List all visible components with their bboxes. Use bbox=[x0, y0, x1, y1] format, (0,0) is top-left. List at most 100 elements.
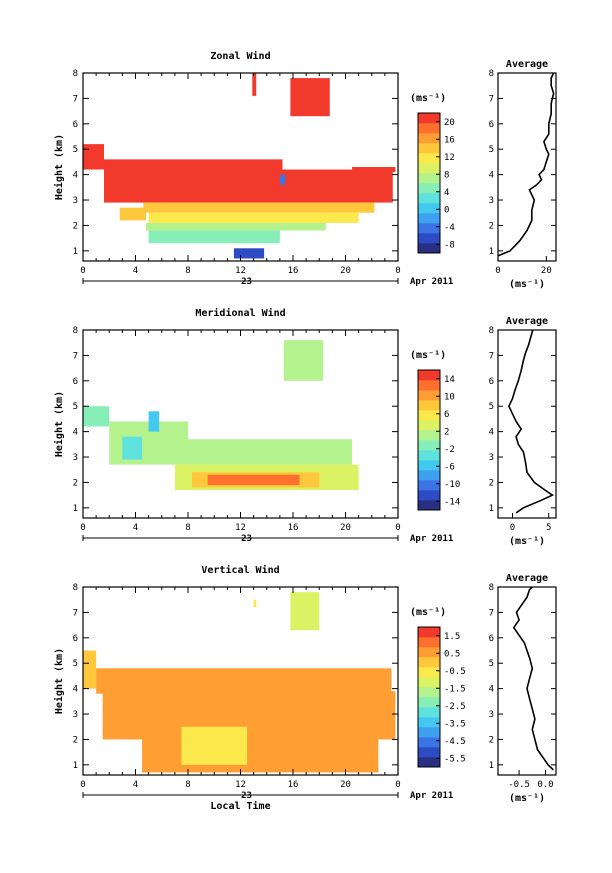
colorbar-swatch bbox=[418, 637, 440, 648]
average-title: Average bbox=[506, 316, 548, 327]
heatmap-cell bbox=[352, 167, 396, 173]
average-y-tick-label: 1 bbox=[489, 761, 494, 771]
average-frame bbox=[497, 72, 557, 262]
average-title: Average bbox=[506, 573, 548, 584]
average-y-tick-label: 5 bbox=[489, 145, 494, 155]
colorbar-swatch bbox=[418, 500, 440, 511]
y-tick-label: 1 bbox=[73, 504, 78, 514]
y-tick-label: 2 bbox=[73, 221, 78, 231]
colorbar-tick-label: -3.5 bbox=[444, 719, 466, 729]
colorbar-swatch bbox=[418, 737, 440, 748]
colorbar-tick-label: -2 bbox=[444, 445, 455, 455]
heatmap-cell bbox=[332, 749, 366, 770]
x-tick-label: 8 bbox=[185, 780, 190, 790]
average-unit-label: (ms⁻¹) bbox=[509, 793, 545, 804]
colorbar-swatch bbox=[418, 143, 440, 154]
y-tick-label: 7 bbox=[73, 608, 78, 618]
average-y-tick-label: 8 bbox=[489, 583, 494, 593]
colorbar-swatch bbox=[418, 370, 440, 381]
average-x-tick-label: -0.5 bbox=[508, 780, 530, 790]
average-y-tick-label: 3 bbox=[489, 710, 494, 720]
colorbar-swatch bbox=[418, 380, 440, 391]
heatmap-cell bbox=[146, 222, 326, 231]
y-tick-label: 4 bbox=[73, 685, 78, 695]
y-tick-label: 6 bbox=[73, 634, 78, 644]
heatmap-cell bbox=[104, 159, 283, 203]
colorbar-unit: (ms⁻¹) bbox=[410, 607, 446, 618]
average-unit-label: (ms⁻¹) bbox=[509, 536, 545, 547]
colorbar-tick-label: 2 bbox=[444, 427, 449, 437]
colorbar-swatch bbox=[418, 687, 440, 698]
colorbar-unit: (ms⁻¹) bbox=[410, 93, 446, 104]
colorbar-swatch bbox=[418, 627, 440, 638]
colorbar-frame bbox=[417, 626, 441, 768]
x-tick-label: 12 bbox=[235, 780, 246, 790]
heatmap-cell bbox=[279, 174, 286, 185]
panel-title: Meridional Wind bbox=[195, 307, 285, 319]
colorbar-swatch bbox=[418, 657, 440, 668]
heatmap-cell bbox=[148, 230, 280, 244]
colorbar-swatch bbox=[418, 153, 440, 164]
average-title: Average bbox=[506, 59, 548, 70]
colorbar-frame bbox=[417, 369, 441, 511]
colorbar-swatch bbox=[418, 647, 440, 658]
panel-title: Zonal Wind bbox=[210, 50, 270, 62]
colorbar-swatch bbox=[418, 470, 440, 481]
x-tick-label: 0 bbox=[80, 780, 85, 790]
average-y-tick-label: 6 bbox=[489, 377, 494, 387]
month-label: Apr 2011 bbox=[410, 534, 453, 544]
x-tick-label: 20 bbox=[340, 266, 351, 276]
average-x-tick-label: 0 bbox=[495, 266, 500, 276]
average-y-tick-label: 8 bbox=[489, 326, 494, 336]
colorbar-tick-label: 1.5 bbox=[444, 632, 460, 642]
average-y-tick-label: 4 bbox=[489, 685, 494, 695]
average-profile-line bbox=[512, 586, 554, 771]
colorbar-swatch bbox=[418, 223, 440, 234]
heatmap-cell bbox=[102, 691, 396, 740]
y-tick-label: 5 bbox=[73, 402, 78, 412]
colorbar-tick-label: -4 bbox=[444, 223, 455, 233]
colorbar-swatch bbox=[418, 697, 440, 708]
heatmap-cell bbox=[252, 73, 257, 96]
colorbar-unit: (ms⁻¹) bbox=[410, 350, 446, 361]
x-tick-label: 16 bbox=[288, 523, 299, 533]
heatmap-cell bbox=[143, 202, 375, 213]
y-tick-label: 1 bbox=[73, 247, 78, 257]
x-tick-label: 12 bbox=[235, 523, 246, 533]
y-axis-label: Height (km) bbox=[53, 648, 65, 714]
month-label: Apr 2011 bbox=[410, 277, 453, 287]
month-label: Apr 2011 bbox=[410, 791, 453, 801]
colorbar-tick-label: -5.5 bbox=[444, 754, 466, 764]
y-tick-label: 4 bbox=[73, 171, 78, 181]
x-tick-label: 4 bbox=[133, 523, 138, 533]
date-label: 23 bbox=[241, 534, 252, 544]
colorbar-swatch bbox=[418, 490, 440, 501]
heatmap-cell bbox=[83, 406, 110, 427]
y-tick-label: 2 bbox=[73, 478, 78, 488]
colorbar-swatch bbox=[418, 747, 440, 758]
average-y-tick-label: 7 bbox=[489, 94, 494, 104]
x-tick-label: 0 bbox=[395, 266, 400, 276]
colorbar-swatch bbox=[418, 410, 440, 421]
colorbar-swatch bbox=[418, 727, 440, 738]
date-label: 23 bbox=[241, 277, 252, 287]
average-y-tick-label: 5 bbox=[489, 402, 494, 412]
heatmap-cell bbox=[290, 78, 330, 117]
colorbar-tick-label: 14 bbox=[444, 375, 455, 385]
colorbar-swatch bbox=[418, 677, 440, 688]
y-tick-label: 4 bbox=[73, 428, 78, 438]
heatmap-cell bbox=[83, 144, 104, 170]
colorbar-tick-label: 16 bbox=[444, 135, 455, 145]
colorbar-swatch bbox=[418, 460, 440, 471]
average-profile-line bbox=[497, 72, 555, 257]
colorbar-swatch bbox=[418, 717, 440, 728]
colorbar-tick-label: 20 bbox=[444, 118, 455, 128]
y-tick-label: 3 bbox=[73, 196, 78, 206]
average-y-tick-label: 1 bbox=[489, 247, 494, 257]
colorbar-tick-label: 6 bbox=[444, 410, 449, 420]
colorbar-swatch bbox=[418, 133, 440, 144]
colorbar-tick-label: 10 bbox=[444, 392, 455, 402]
colorbar-swatch bbox=[418, 667, 440, 678]
colorbar-tick-label: -8 bbox=[444, 240, 455, 250]
